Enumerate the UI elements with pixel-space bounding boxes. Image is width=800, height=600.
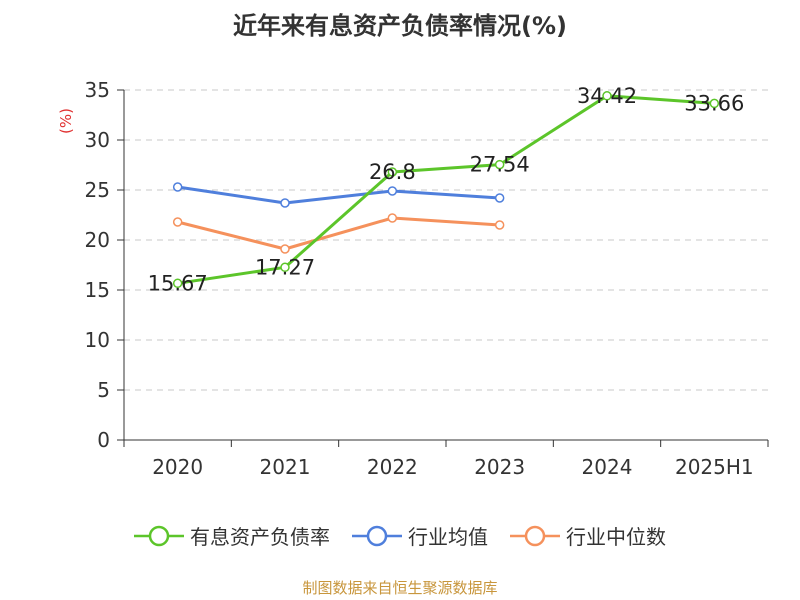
- x-tick-label: 2021: [260, 455, 311, 479]
- legend-swatch-series-0: [134, 525, 184, 546]
- x-tick-label: 2023: [474, 455, 525, 479]
- legend-marker: [148, 525, 170, 546]
- y-tick-label: 35: [85, 78, 110, 102]
- data-point-1: [387, 186, 398, 196]
- x-tick-label: 2025H1: [675, 455, 754, 479]
- x-tick-label: 2020: [152, 455, 203, 479]
- data-point-2: [172, 217, 183, 227]
- data-point-0: [172, 278, 183, 289]
- data-point-2: [387, 213, 398, 223]
- data-point-0: [709, 98, 720, 109]
- data-point-1: [280, 198, 290, 208]
- data-label: 26.8: [369, 160, 416, 184]
- y-tick-label: 5: [97, 378, 110, 402]
- data-point-2: [280, 244, 290, 254]
- y-tick-label: 20: [85, 228, 110, 252]
- data-point-1: [494, 193, 505, 203]
- y-tick-label: 0: [97, 428, 110, 452]
- data-point-0: [280, 262, 290, 273]
- x-tick-label: 2022: [367, 455, 418, 479]
- data-point-2: [494, 220, 505, 230]
- chart-title: 近年来有息资产负债率情况(%): [233, 12, 567, 40]
- data-label: 17.27: [255, 255, 315, 279]
- legend-marker: [524, 525, 546, 546]
- legend-swatch-series-1: [352, 525, 402, 546]
- legend-item-series-0[interactable]: 有息资产负债率: [134, 521, 330, 550]
- y-tick-label: 25: [85, 178, 110, 202]
- legend-item-series-2[interactable]: 行业中位数: [510, 521, 666, 550]
- legend-item-series-1[interactable]: 行业均值: [352, 521, 488, 550]
- data-label: 34.42: [577, 84, 637, 108]
- y-tick-label: 30: [85, 128, 110, 152]
- legend: 有息资产负债率 行业均值 行业中位数: [0, 521, 800, 550]
- data-label: 27.54: [470, 153, 530, 177]
- y-tick-label: 15: [85, 278, 110, 302]
- legend-swatch-series-2: [510, 525, 560, 546]
- data-point-0: [602, 91, 612, 101]
- series-line-2: [177, 216, 500, 251]
- data-point-1: [172, 182, 183, 192]
- data-label: 33.66: [684, 91, 744, 115]
- y-tick-label: 10: [85, 328, 110, 352]
- data-label: 15.67: [148, 271, 208, 295]
- source-footer: 制图数据来自恒生聚源数据库: [302, 579, 498, 597]
- legend-label-series-1: 行业均值: [408, 525, 488, 549]
- data-point-0: [387, 167, 398, 177]
- series-line-1: [177, 185, 500, 205]
- data-point-0: [494, 159, 505, 170]
- legend-label-series-2: 行业中位数: [566, 525, 666, 549]
- x-tick-label: 2024: [582, 455, 633, 479]
- legend-marker: [366, 525, 388, 546]
- series-line-0: [177, 94, 715, 285]
- legend-label-series-0: 有息资产负债率: [190, 525, 330, 549]
